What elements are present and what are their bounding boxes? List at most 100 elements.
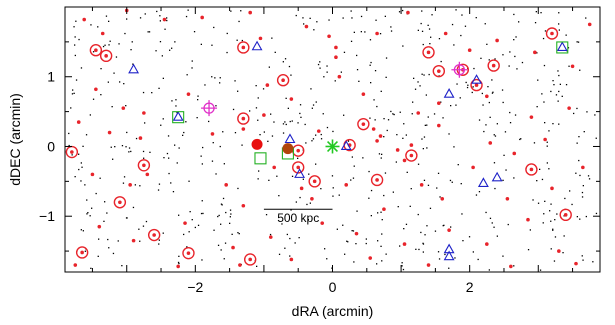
background-galaxy-dot [478,119,481,121]
background-galaxy-dot [514,114,517,116]
background-galaxy-dot [576,41,578,43]
series-magenta-circle-cross [201,61,468,117]
background-galaxy-dot [157,189,160,191]
background-galaxy-dot [553,260,556,262]
background-galaxy-dot [80,67,83,69]
circled-galaxy-center [241,116,246,121]
background-galaxy-dot [68,132,70,135]
background-galaxy-dot [271,135,274,137]
background-galaxy-dot [185,15,188,18]
red-galaxy-dot [471,165,475,170]
background-galaxy-dot [509,111,511,114]
background-galaxy-dot [274,51,276,53]
background-galaxy-dot [151,92,153,94]
background-galaxy-dot [558,12,560,14]
background-galaxy-dot [158,239,160,241]
circled-galaxy-ring [370,173,384,187]
red-galaxy-dot [320,221,325,225]
background-galaxy-dot [475,194,478,196]
circled-galaxy-ring [525,163,538,176]
y-tick-label: −1 [39,208,55,224]
background-galaxy-dot [107,81,109,83]
background-galaxy-dot [412,101,414,103]
circled-galaxy-center [296,148,301,153]
circled-galaxy-center [80,250,84,255]
background-galaxy-dot [544,122,546,124]
background-galaxy-dot [142,150,145,153]
background-galaxy-dot [99,177,101,179]
background-galaxy-dot [191,60,193,62]
background-galaxy-dot [125,146,127,148]
background-galaxy-dot [403,228,405,230]
background-galaxy-dot [162,232,164,234]
background-galaxy-dot [218,214,220,217]
series-circled-dot [65,27,572,266]
background-galaxy-dot [377,240,379,242]
background-galaxy-dot [204,84,206,86]
background-galaxy-dot [588,178,591,180]
red-galaxy-dot [375,31,379,36]
circled-galaxy-center [142,163,146,168]
circled-galaxy-center [563,213,568,217]
background-galaxy-dot [289,255,291,257]
red-galaxy-dot [82,17,87,22]
background-galaxy-dot [485,211,487,214]
background-galaxy-dot [342,17,344,19]
background-galaxy-dot [315,134,317,136]
background-galaxy-dot [516,68,518,70]
triangle-marker [471,74,482,84]
background-galaxy-dot [508,65,510,67]
asterisk-stroke [326,140,339,152]
background-galaxy-dot [483,130,485,133]
background-galaxy-dot [74,44,76,46]
background-galaxy-dot [81,166,83,168]
background-galaxy-dot [492,91,494,93]
background-galaxy-dot [191,219,193,221]
triangle-marker [477,177,489,187]
background-galaxy-dot [183,233,185,236]
background-galaxy-dot [162,118,164,120]
circled-galaxy-ring [99,49,113,63]
background-galaxy-dot [237,90,239,92]
background-galaxy-dot [582,259,584,261]
background-galaxy-dot [311,107,313,109]
background-galaxy-dot [518,21,520,23]
background-galaxy-dot [331,175,334,177]
background-galaxy-dot [229,209,232,211]
background-galaxy-dot [576,142,578,144]
red-galaxy-dot [526,217,530,222]
background-galaxy-dot [541,93,543,95]
circled-galaxy-ring [357,117,370,131]
background-galaxy-dot [426,225,428,227]
circled-galaxy-center [118,200,122,205]
background-galaxy-dot [413,77,415,79]
background-galaxy-dot [493,226,495,228]
circled-galaxy-center [186,251,191,255]
red-galaxy-dot [467,48,472,53]
red-galaxy-dot [375,139,379,143]
background-galaxy-dot [343,51,346,53]
background-galaxy-dot [217,244,220,246]
background-galaxy-dot [546,145,548,147]
background-galaxy-dot [576,216,578,218]
background-galaxy-dot [197,224,200,226]
background-galaxy-dot [315,163,317,165]
background-galaxy-dot [320,133,322,136]
background-galaxy-dot [297,122,299,124]
background-galaxy-dot [222,131,224,133]
red-galaxy-dot [361,92,366,96]
background-galaxy-dot [419,85,421,87]
background-galaxy-dot [450,226,452,228]
circled-galaxy-ring [545,27,559,40]
background-galaxy-dot [383,194,385,197]
background-galaxy-dot [238,20,240,23]
background-galaxy-dot [478,191,481,193]
background-galaxy-dot [142,91,145,94]
background-galaxy-dot [125,105,127,107]
background-galaxy-dot [351,230,353,232]
background-galaxy-dot [282,132,285,134]
background-galaxy-dot [132,63,134,65]
background-galaxy-dot [374,119,376,121]
background-galaxy-dot [402,9,404,12]
background-galaxy-dot [344,253,346,255]
